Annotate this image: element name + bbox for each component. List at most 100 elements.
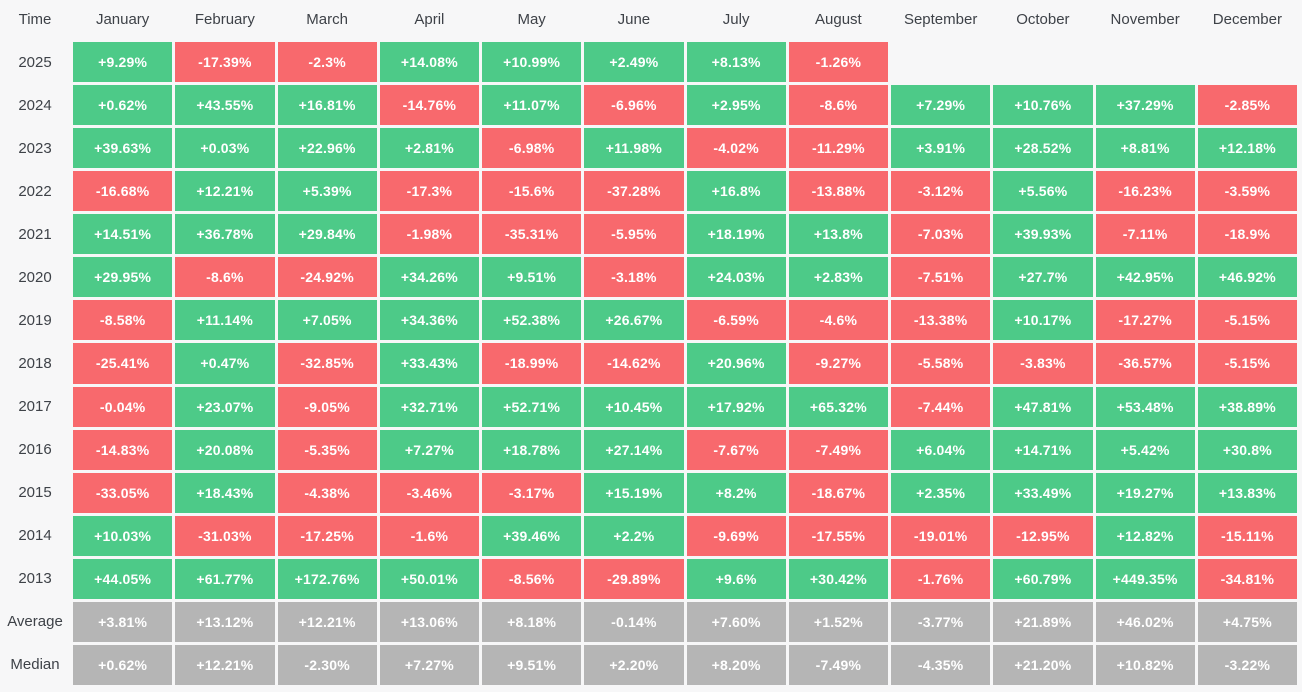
return-cell: +53.48% [1095, 386, 1195, 427]
return-cell: +23.07% [175, 386, 275, 427]
return-cell: -17.55% [788, 515, 888, 556]
return-cell: +5.56% [993, 171, 1093, 212]
return-cell: +10.82% [1095, 644, 1195, 685]
return-cell: -14.83% [73, 429, 173, 470]
return-cell: +21.20% [993, 644, 1093, 685]
return-cell: +2.20% [584, 644, 684, 685]
year-row-label: 2016 [18, 441, 52, 459]
return-cell: -3.77% [891, 601, 991, 642]
return-cell: -0.04% [73, 386, 173, 427]
return-cell: -33.05% [73, 472, 173, 513]
return-cell: -25.41% [73, 343, 173, 384]
return-cell: +449.35% [1095, 558, 1195, 599]
return-cell: -17.39% [175, 42, 275, 83]
return-cell: -13.38% [891, 300, 991, 341]
return-cell: -3.59% [1197, 171, 1297, 212]
return-cell: +10.03% [73, 515, 173, 556]
year-row-label: 2017 [18, 398, 52, 416]
return-cell: +9.29% [73, 42, 173, 83]
return-cell: -11.29% [788, 128, 888, 169]
return-cell: +18.19% [686, 214, 786, 255]
return-cell: -31.03% [175, 515, 275, 556]
return-cell: +39.93% [993, 214, 1093, 255]
month-column-header: August [815, 11, 862, 28]
return-cell: +20.08% [175, 429, 275, 470]
return-cell: +17.92% [686, 386, 786, 427]
return-cell: +43.55% [175, 85, 275, 126]
return-cell: +33.49% [993, 472, 1093, 513]
return-cell: +47.81% [993, 386, 1093, 427]
return-cell: +2.95% [686, 85, 786, 126]
month-column-header: February [194, 11, 255, 28]
return-cell: -18.9% [1197, 214, 1297, 255]
return-cell: +0.62% [73, 644, 173, 685]
return-cell: +38.89% [1197, 386, 1297, 427]
return-cell: +6.04% [891, 429, 991, 470]
month-column-header: June [617, 11, 651, 28]
year-row-label: 2014 [18, 527, 52, 545]
return-cell: +13.8% [788, 214, 888, 255]
return-cell: +2.81% [379, 128, 479, 169]
return-cell: -1.26% [788, 42, 888, 83]
return-cell: -13.88% [788, 171, 888, 212]
return-cell: +30.42% [788, 558, 888, 599]
return-cell: +3.81% [73, 601, 173, 642]
return-cell: -3.83% [993, 343, 1093, 384]
return-cell: -5.15% [1197, 343, 1297, 384]
return-cell: +8.20% [686, 644, 786, 685]
return-cell: +8.81% [1095, 128, 1195, 169]
return-cell: +172.76% [277, 558, 377, 599]
month-column-header: September [903, 11, 978, 28]
year-row-label: 2024 [18, 96, 52, 114]
return-cell: +1.52% [788, 601, 888, 642]
year-row-label: 2015 [18, 484, 52, 502]
return-cell: -4.38% [277, 472, 377, 513]
return-cell: -4.02% [686, 128, 786, 169]
return-cell: +14.08% [379, 42, 479, 83]
return-cell: +24.03% [686, 257, 786, 298]
month-column-header: April [414, 11, 445, 28]
year-row-label: 2025 [18, 53, 52, 71]
return-cell: -16.23% [1095, 171, 1195, 212]
return-cell: -36.57% [1095, 343, 1195, 384]
return-cell: +16.81% [277, 85, 377, 126]
return-cell: +36.78% [175, 214, 275, 255]
year-row-label: 2013 [18, 570, 52, 588]
return-cell: -3.22% [1197, 644, 1297, 685]
return-cell: +22.96% [277, 128, 377, 169]
return-cell: -9.69% [686, 515, 786, 556]
return-cell: -18.67% [788, 472, 888, 513]
return-cell: +0.47% [175, 343, 275, 384]
return-cell: +15.19% [584, 472, 684, 513]
return-cell: -7.49% [788, 429, 888, 470]
return-cell: +44.05% [73, 558, 173, 599]
year-row-label: 2021 [18, 225, 52, 243]
return-cell: -0.14% [584, 601, 684, 642]
month-column-header: December [1212, 11, 1282, 28]
return-cell: -7.11% [1095, 214, 1195, 255]
return-cell: -8.58% [73, 300, 173, 341]
return-cell: +26.67% [584, 300, 684, 341]
summary-row-label: Median [10, 656, 60, 674]
return-cell: -3.12% [891, 171, 991, 212]
return-cell: -18.99% [482, 343, 582, 384]
month-column-header: May [517, 11, 546, 28]
return-cell: -12.95% [993, 515, 1093, 556]
return-cell: -15.6% [482, 171, 582, 212]
return-cell: +65.32% [788, 386, 888, 427]
return-cell: +12.82% [1095, 515, 1195, 556]
return-cell: +14.51% [73, 214, 173, 255]
return-cell: -6.98% [482, 128, 582, 169]
return-cell: -6.96% [584, 85, 684, 126]
return-cell: -17.25% [277, 515, 377, 556]
year-row-label: 2022 [18, 182, 52, 200]
time-column-header: Time [18, 11, 52, 28]
return-cell: +4.75% [1197, 601, 1297, 642]
return-cell: +9.51% [482, 257, 582, 298]
return-cell: +10.76% [993, 85, 1093, 126]
return-cell: +18.43% [175, 472, 275, 513]
return-cell: -14.62% [584, 343, 684, 384]
summary-row-label: Average [7, 613, 63, 631]
return-cell: +13.12% [175, 601, 275, 642]
return-cell: +30.8% [1197, 429, 1297, 470]
